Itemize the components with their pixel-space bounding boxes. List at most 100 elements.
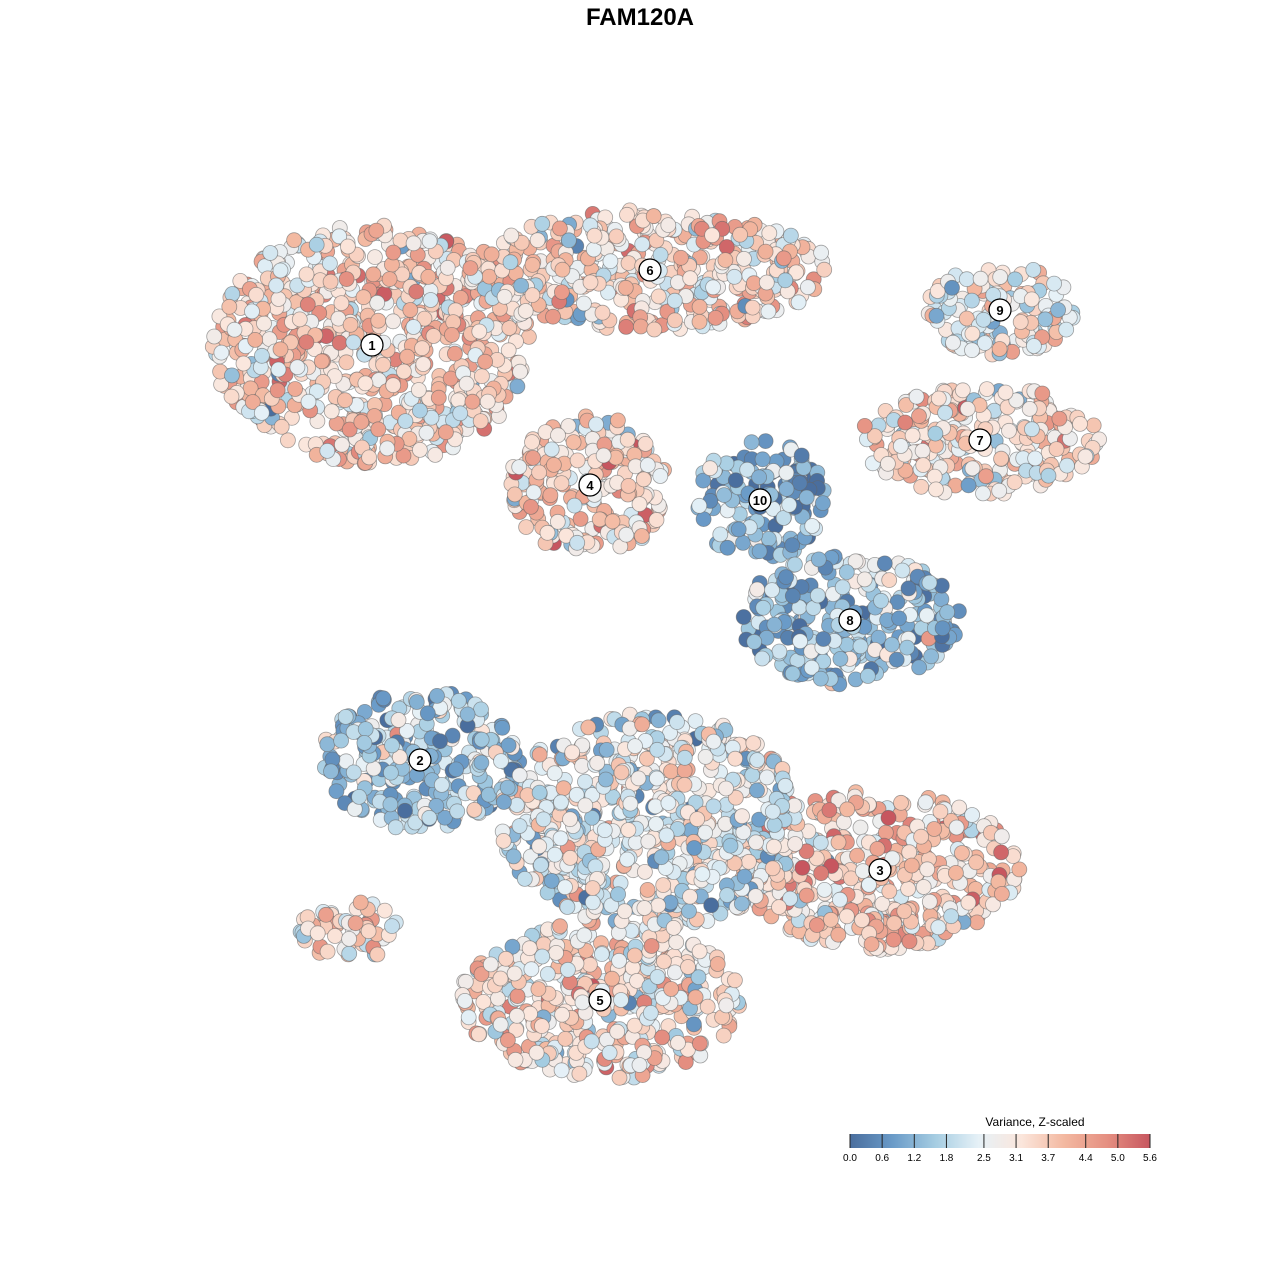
cell-point — [921, 893, 938, 910]
cell-point — [705, 733, 722, 750]
colorbar-tick-label: 1.2 — [907, 1153, 922, 1164]
cell-point — [509, 1007, 525, 1024]
cell-point — [511, 459, 528, 476]
cell-point — [618, 526, 635, 543]
cell-point — [743, 434, 760, 451]
cell-point — [689, 811, 706, 827]
cell-point — [784, 588, 801, 604]
cell-point — [318, 906, 334, 923]
cell-point — [411, 402, 428, 419]
cell-point — [333, 436, 350, 453]
cell-point — [691, 298, 708, 315]
cell-point — [253, 347, 270, 364]
cell-point — [663, 763, 679, 780]
cell-point — [975, 311, 992, 328]
cell-point — [366, 249, 383, 266]
cell-point — [834, 579, 851, 596]
cell-point — [620, 255, 637, 272]
cell-point — [1023, 291, 1040, 308]
cell-point — [381, 271, 398, 288]
cell-point — [269, 382, 286, 399]
cell-point — [253, 404, 270, 421]
cell-point — [705, 798, 722, 815]
cell-point — [534, 1018, 550, 1034]
cell-point — [522, 1005, 538, 1022]
cell-point — [747, 888, 764, 904]
cell-point — [531, 746, 548, 763]
cell-point — [733, 895, 750, 912]
cell-point — [951, 799, 968, 816]
cell-point — [471, 323, 488, 340]
cell-point — [798, 489, 815, 506]
cell-point — [712, 526, 729, 543]
cell-point — [735, 609, 752, 625]
cell-point — [489, 990, 506, 1007]
cell-point — [619, 431, 636, 448]
cell-point — [1051, 410, 1068, 427]
cell-point — [760, 531, 777, 547]
cell-point — [524, 256, 541, 273]
cell-point — [919, 861, 936, 878]
cell-point — [707, 309, 724, 326]
cell-point — [821, 802, 838, 818]
cell-point — [813, 865, 829, 882]
cluster-label-text: 3 — [876, 863, 883, 878]
cell-point — [319, 736, 336, 753]
cell-point — [499, 1032, 516, 1048]
cell-point — [702, 460, 718, 477]
cell-point — [610, 412, 626, 429]
cell-point — [643, 938, 660, 954]
cell-point — [531, 838, 548, 855]
cell-point — [926, 821, 943, 837]
cell-point — [402, 302, 419, 318]
cell-point — [626, 947, 643, 964]
cell-point — [576, 295, 592, 312]
cell-point — [620, 822, 637, 838]
cell-point — [748, 834, 764, 851]
cell-point — [718, 455, 735, 472]
colorbar-tick-label: 5.6 — [1143, 1153, 1157, 1164]
cell-point — [945, 334, 961, 351]
cell-point — [375, 690, 392, 707]
cell-point — [418, 424, 435, 441]
cell-point — [395, 363, 412, 380]
cell-point — [771, 899, 787, 915]
cell-point — [645, 208, 662, 225]
cell-point — [473, 731, 490, 748]
cell-point — [384, 737, 400, 754]
cell-point — [1037, 311, 1054, 328]
cell-point — [613, 992, 629, 1008]
cell-point — [223, 367, 240, 384]
cluster-label-10: 10 — [748, 488, 772, 512]
cell-point — [333, 732, 350, 749]
cell-point — [213, 344, 230, 361]
cell-point — [891, 610, 907, 627]
cell-point — [223, 388, 240, 405]
chart-title: FAM120A — [585, 4, 695, 31]
cluster-label-2: 2 — [408, 748, 432, 772]
cell-point — [529, 232, 546, 249]
cell-point — [727, 750, 744, 767]
cell-point — [416, 310, 433, 327]
cell-point — [687, 989, 704, 1006]
cell-point — [959, 400, 976, 417]
cluster-label-text: 8 — [846, 613, 853, 628]
cell-point — [369, 946, 386, 963]
cell-point — [669, 714, 685, 730]
cell-point — [248, 286, 265, 303]
cell-point — [226, 321, 243, 338]
cell-point — [663, 981, 679, 997]
cell-point — [665, 920, 682, 936]
cell-point — [450, 693, 467, 709]
cell-point — [809, 587, 826, 604]
cell-point — [598, 742, 615, 758]
cell-point — [892, 438, 909, 454]
cell-point — [775, 250, 792, 267]
cell-point — [640, 833, 657, 850]
cell-point — [550, 427, 566, 444]
cell-point — [954, 845, 970, 861]
cell-point — [523, 961, 540, 978]
cell-point — [794, 859, 811, 876]
cell-point — [754, 650, 771, 667]
cell-point — [911, 408, 927, 425]
